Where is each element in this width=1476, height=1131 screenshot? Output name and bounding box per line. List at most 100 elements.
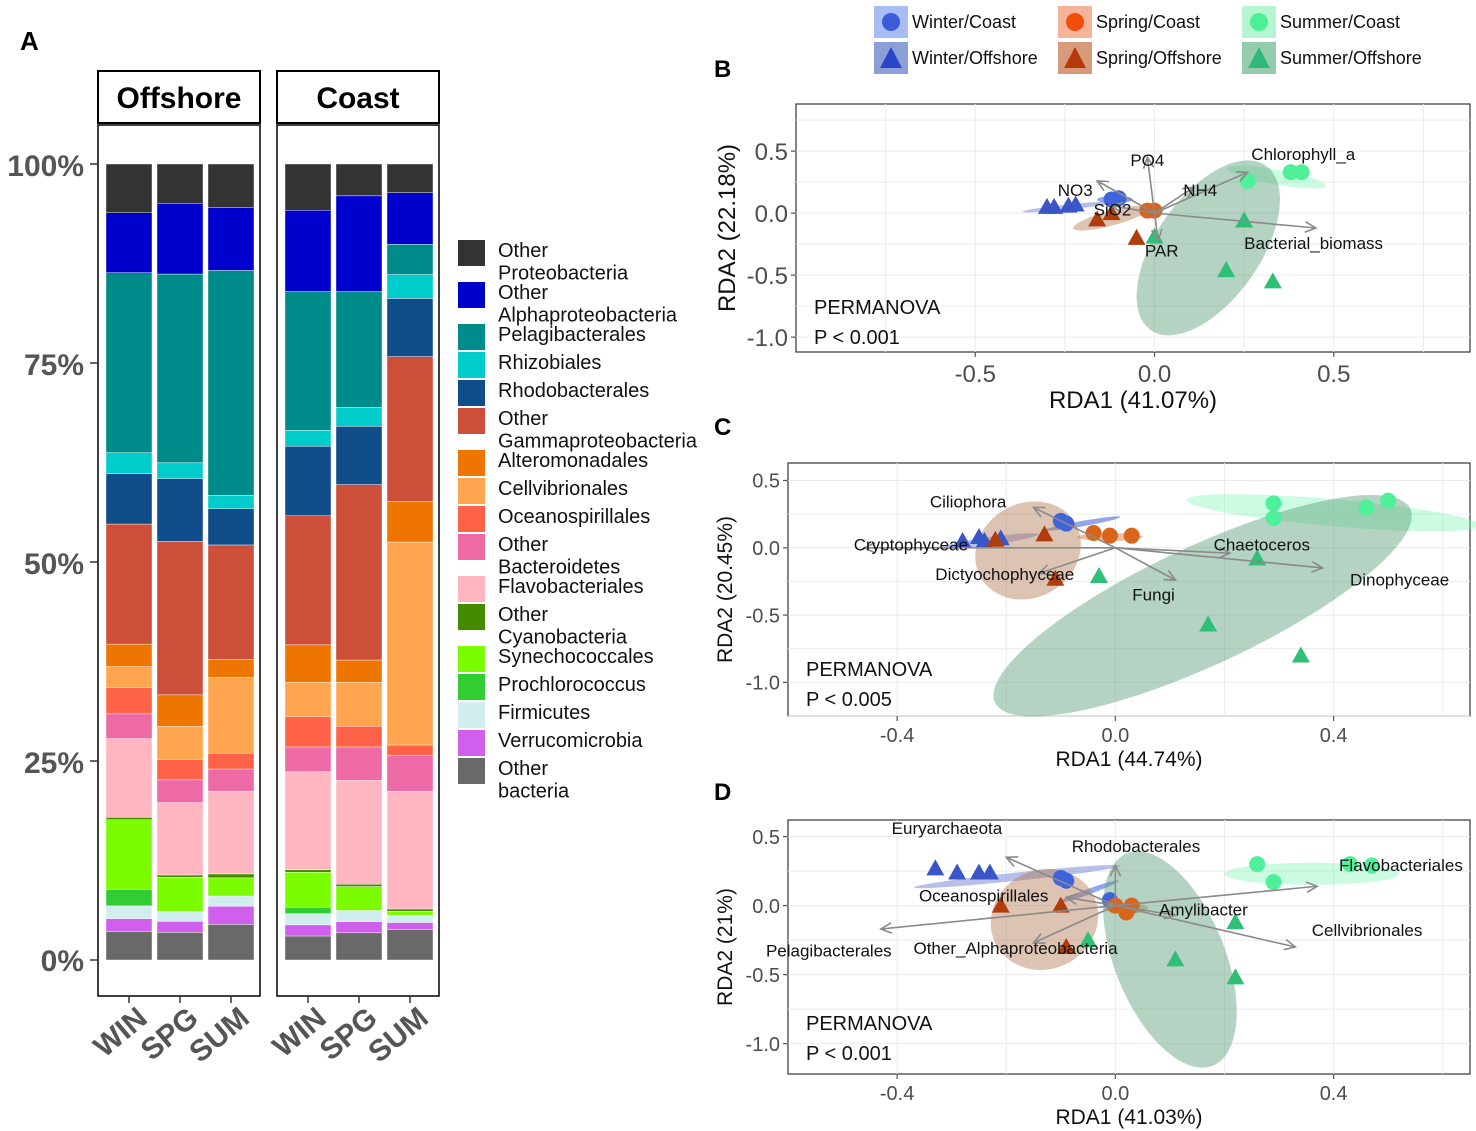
legend-label: Gammaproteobacteria <box>498 431 698 453</box>
plot-frame <box>795 103 1471 353</box>
bar-segment <box>284 924 332 937</box>
arrow-label: Bacterial_biomass <box>1244 234 1383 253</box>
data-point-triangle <box>986 530 1005 547</box>
arrow-head <box>1031 506 1046 518</box>
y-tick-label: 0.0 <box>752 896 780 918</box>
legend-label: Other <box>498 534 548 556</box>
arrow-label: Amylibacter <box>1159 900 1248 919</box>
arrow-head <box>1181 186 1196 198</box>
arrow-label: PO4 <box>1130 151 1164 170</box>
data-point-circle <box>1265 874 1282 891</box>
arrow-head <box>1109 863 1122 877</box>
bar-segment <box>335 886 383 911</box>
data-point-triangle <box>980 863 999 880</box>
y-tick-label: 50% <box>24 548 84 581</box>
bar-segment <box>284 515 332 646</box>
bar-segment <box>105 473 153 525</box>
x-axis-a: WIN SPG SUM WIN SPG SUM <box>88 1001 435 1069</box>
legend-key <box>458 702 485 728</box>
bar-segment <box>386 755 434 792</box>
group-legend-label: Winter/Coast <box>912 12 1016 32</box>
y-tick-label: 0.5 <box>755 139 788 166</box>
arrow-label: Oceanospirillales <box>919 886 1048 905</box>
legend-label: Other <box>498 282 548 304</box>
legend-label: Pelagibacterales <box>498 324 646 346</box>
bar-segment <box>207 508 255 546</box>
bar-segment <box>335 746 383 781</box>
data-point-circle <box>1101 527 1118 544</box>
bar-segment <box>386 915 434 923</box>
data-point-circle <box>1380 492 1397 509</box>
bar-segment <box>207 753 255 770</box>
panel-d: D Euryarchaeota Rhodobacterales Oceanospir… <box>714 779 1471 1129</box>
y-tick-label: 0.5 <box>752 471 780 493</box>
legend-key <box>458 352 485 378</box>
group-ellipse <box>914 865 1121 889</box>
permanova-annotation: P < 0.001 <box>814 327 900 349</box>
y-tick-label: -0.5 <box>746 605 780 627</box>
bar-segment <box>207 768 255 792</box>
facet-label-offshore: Offshore <box>116 82 241 115</box>
permanova-annotation: PERMANOVA <box>806 659 933 681</box>
data-point-circle <box>1341 856 1358 873</box>
y-tick-label: -0.5 <box>747 263 788 290</box>
arrow-head <box>1037 564 1051 576</box>
loading-arrow <box>1146 157 1156 214</box>
plot-frame <box>787 462 1471 717</box>
bar-segment <box>335 291 383 408</box>
bar-segment <box>105 931 153 961</box>
arrow-label: Rhodobacterales <box>1072 837 1201 856</box>
bar-segment <box>105 918 153 932</box>
y-axis-label: RDA2 (21%) <box>714 888 737 1006</box>
group-legend-triangle <box>1248 47 1270 68</box>
group-legend-circle <box>1066 13 1084 31</box>
bar-segment <box>156 462 204 479</box>
data-point-triangle <box>1057 938 1076 954</box>
arrow-head <box>1311 561 1325 573</box>
bar-segment <box>156 802 204 876</box>
bar-segment <box>335 659 383 683</box>
bar-segment <box>105 523 153 645</box>
group-legend-label: Spring/Coast <box>1096 12 1200 32</box>
x-tick-label: SUM <box>183 1001 255 1069</box>
bar-segment <box>207 924 255 961</box>
bar-segment <box>105 819 153 890</box>
loading-arrow <box>1038 547 1116 575</box>
data-point-triangle <box>926 859 945 876</box>
bar-segment <box>156 877 204 912</box>
group-ellipse <box>1057 880 1119 904</box>
y-tick-label: 0.0 <box>752 538 780 560</box>
arrow-head <box>1109 201 1124 214</box>
bar-segment <box>105 452 153 475</box>
bar-segment <box>105 738 153 818</box>
bar-segment <box>284 716 332 748</box>
group-legend-label: Summer/Coast <box>1280 12 1400 32</box>
bar-segment <box>386 908 434 912</box>
data-point-triangle <box>953 532 972 549</box>
bar-segment <box>335 884 383 887</box>
bar-segment <box>156 932 204 961</box>
legend-label: Other <box>498 758 548 780</box>
bar-segment <box>105 272 153 454</box>
bar-segment <box>105 713 153 739</box>
bar-segment <box>386 163 434 193</box>
bar-segment <box>105 666 153 688</box>
legend-key <box>458 674 485 700</box>
data-point-circle <box>1085 524 1102 541</box>
legend-key <box>458 534 485 560</box>
loading-arrow <box>1115 885 1318 907</box>
group-ellipse <box>1136 160 1280 336</box>
facet-strip-offshore <box>97 70 261 124</box>
bar-segment <box>335 780 383 885</box>
x-tick-label: SUM <box>362 1001 434 1069</box>
bar-segment <box>284 913 332 926</box>
legend-key <box>458 506 485 532</box>
panel-label-c: C <box>714 414 731 441</box>
legend-label: Bacteroidetes <box>498 557 620 579</box>
data-point-circle <box>1265 510 1282 527</box>
panel-c: C Ciliophora Cryptophyceae Dictyochophycea… <box>714 414 1476 771</box>
panel-label-a: A <box>20 26 39 56</box>
legend-key <box>458 408 485 434</box>
arrow-label: Fungi <box>1132 585 1175 604</box>
